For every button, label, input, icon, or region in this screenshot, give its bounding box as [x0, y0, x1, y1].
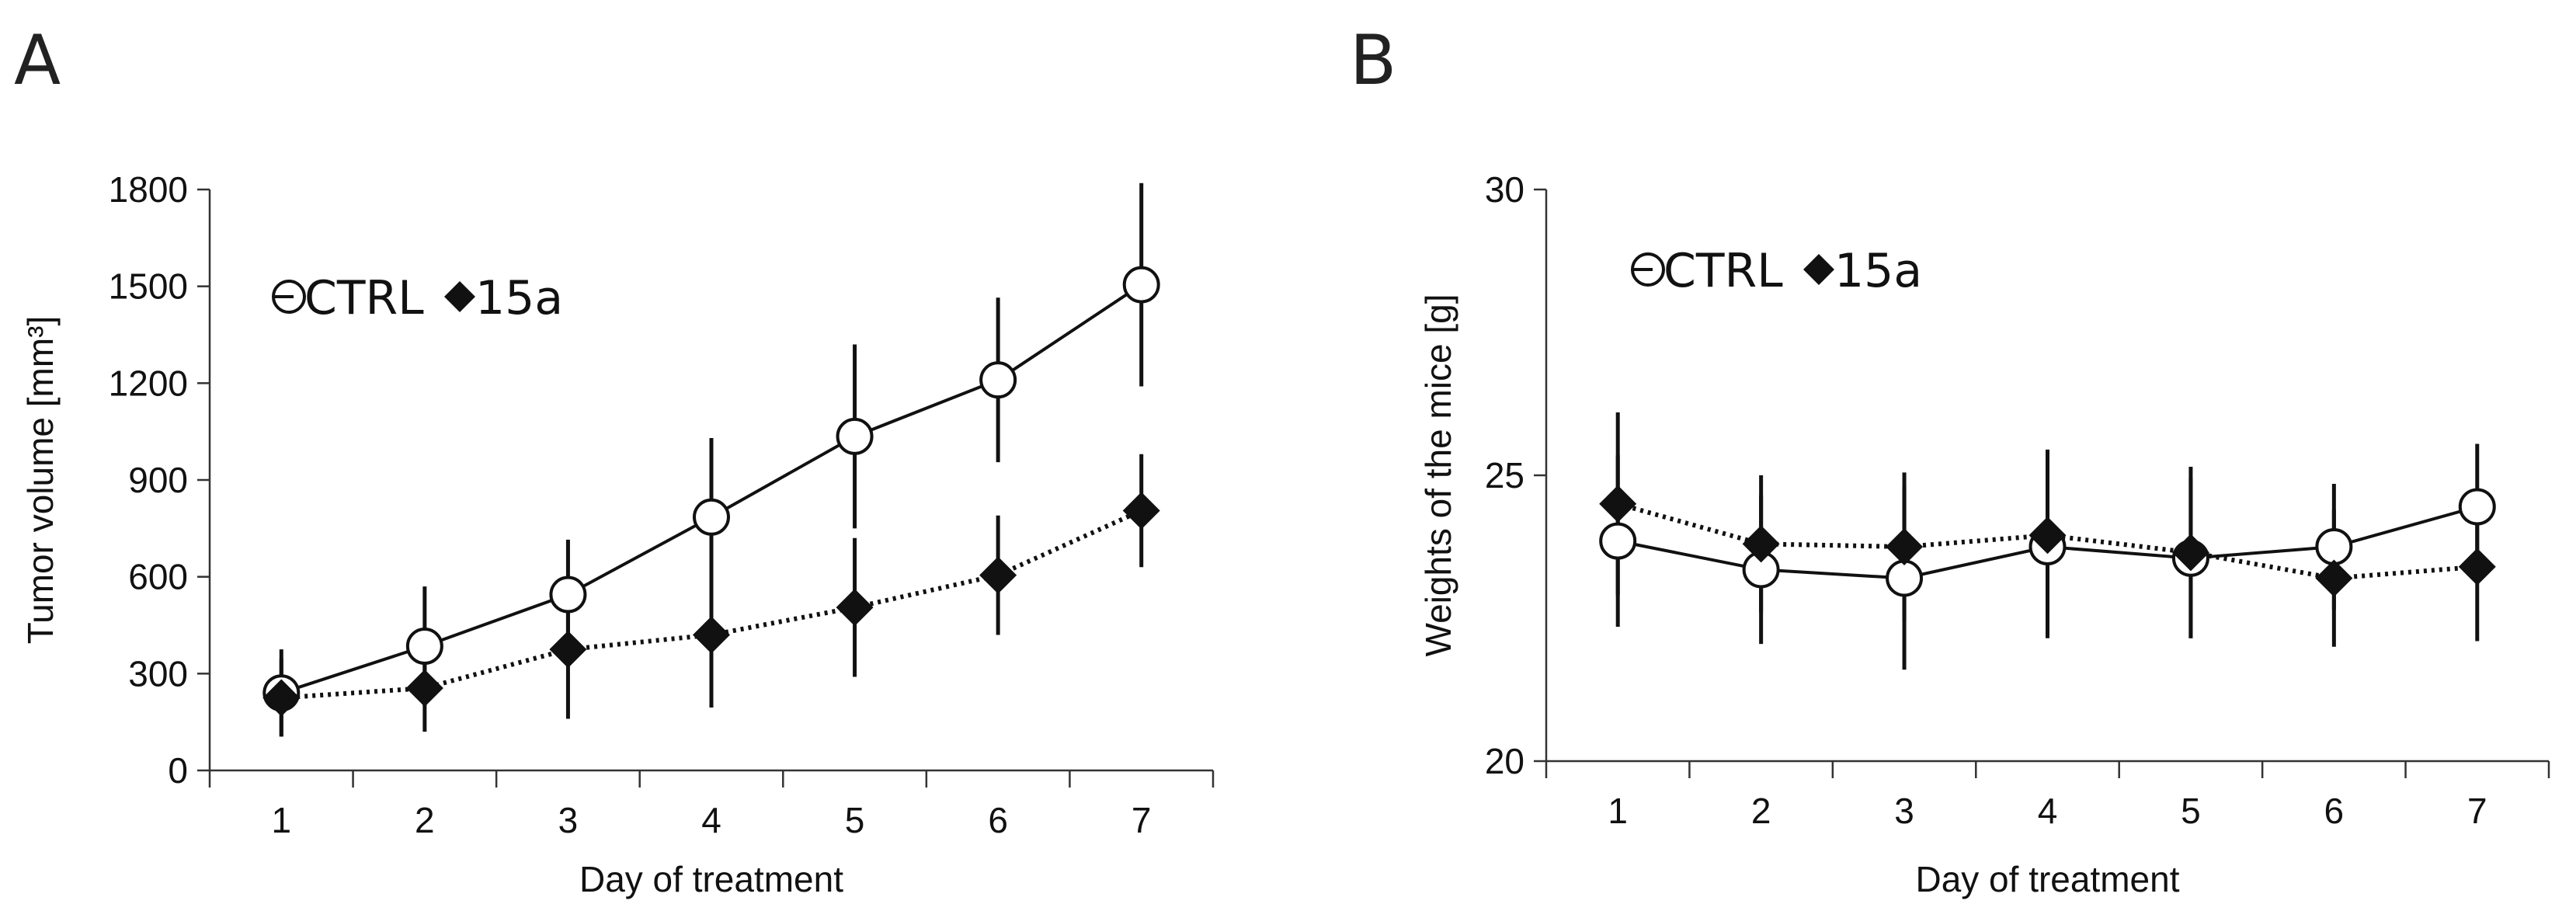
point-15a [405, 669, 443, 708]
point-15a [1886, 528, 1924, 565]
x-tick-label: 2 [415, 800, 435, 840]
point-15a [2028, 516, 2067, 555]
point-ctrl [979, 361, 1017, 399]
x-tick-label: 1 [1608, 791, 1628, 831]
chart-a-legend: CTRL 15a [272, 271, 563, 325]
point-15a [693, 616, 730, 654]
chart-b-legend: CTRL 15a [1631, 244, 1922, 298]
x-tick-label: 3 [558, 800, 579, 840]
panel-b-letter: B [1350, 20, 1396, 100]
chart-a-series [262, 183, 1160, 737]
x-tick-label: 4 [701, 800, 721, 840]
chart-b: 1 2 3 4 5 6 7 20 25 30 Day of treatment Weights o… [1418, 169, 2550, 899]
y-tick-label: 30 [1485, 169, 1524, 210]
point-ctrl [2458, 488, 2496, 526]
y-tick-label: 1500 [109, 266, 188, 307]
x-tick-label: 6 [988, 800, 1008, 840]
legend-15a-label: 15a [1834, 244, 1922, 298]
x-tick-label: 5 [845, 800, 865, 840]
y-tick-label: 1800 [109, 169, 188, 210]
y-tick-label: 0 [168, 750, 188, 791]
point-15a [2171, 534, 2209, 572]
y-tick-label: 600 [128, 557, 188, 597]
x-tick-label: 4 [2038, 791, 2058, 831]
y-tick-label: 1200 [109, 363, 188, 403]
point-ctrl [1122, 266, 1160, 304]
x-tick-label: 2 [1751, 791, 1771, 831]
point-ctrl [2315, 528, 2353, 565]
y-tick-label: 25 [1485, 455, 1524, 496]
point-ctrl [549, 575, 587, 614]
point-ctrl [1886, 559, 1924, 597]
y-tick-label: 20 [1485, 741, 1524, 781]
point-ctrl [1599, 522, 1637, 560]
point-15a [1599, 485, 1637, 523]
y-tick-label: 300 [128, 653, 188, 694]
chart-a-x-axis-label: Day of treatment [579, 859, 843, 899]
chart-b-series [1599, 412, 2496, 670]
legend-15a-label: 15a [475, 271, 563, 325]
point-15a [1742, 525, 1780, 563]
point-15a [549, 631, 587, 669]
point-15a [836, 589, 874, 627]
chart-b-axes [1534, 188, 2550, 778]
x-tick-label: 7 [2467, 791, 2487, 831]
legend-15a-marker [1803, 254, 1834, 285]
chart-a: 1 2 3 4 5 6 7 0 300 600 900 1200 1500 1800 Day of tre… [20, 169, 1215, 899]
point-15a [1122, 492, 1160, 530]
point-15a [262, 679, 301, 717]
point-15a [2458, 548, 2496, 586]
panel-a-letter: A [14, 20, 61, 100]
chart-a-tick-labels: 1 2 3 4 5 6 7 0 300 600 900 1200 1500 1800 [109, 169, 1152, 840]
x-tick-label: 5 [2181, 791, 2201, 831]
x-tick-label: 7 [1132, 800, 1152, 840]
point-15a [2315, 559, 2353, 597]
point-ctrl [836, 417, 874, 455]
chart-a-y-axis-label: Tumor volume [mm³] [20, 316, 61, 645]
legend-ctrl-label: CTRL [1663, 244, 1783, 298]
chart-b-tick-labels: 1 2 3 4 5 6 7 20 25 30 [1485, 169, 2487, 831]
x-tick-label: 6 [2324, 791, 2345, 831]
legend-15a-marker [444, 281, 475, 312]
chart-b-x-axis-label: Day of treatment [1915, 859, 2179, 899]
chart-b-y-axis-label: Weights of the mice [g] [1418, 294, 1458, 656]
point-ctrl [693, 498, 730, 536]
chart-a-axes [197, 188, 1215, 788]
y-tick-label: 900 [128, 460, 188, 500]
x-tick-label: 3 [1894, 791, 1914, 831]
legend-ctrl-label: CTRL [304, 271, 424, 325]
point-ctrl [405, 628, 443, 666]
point-15a [979, 556, 1017, 594]
x-tick-label: 1 [271, 800, 291, 840]
